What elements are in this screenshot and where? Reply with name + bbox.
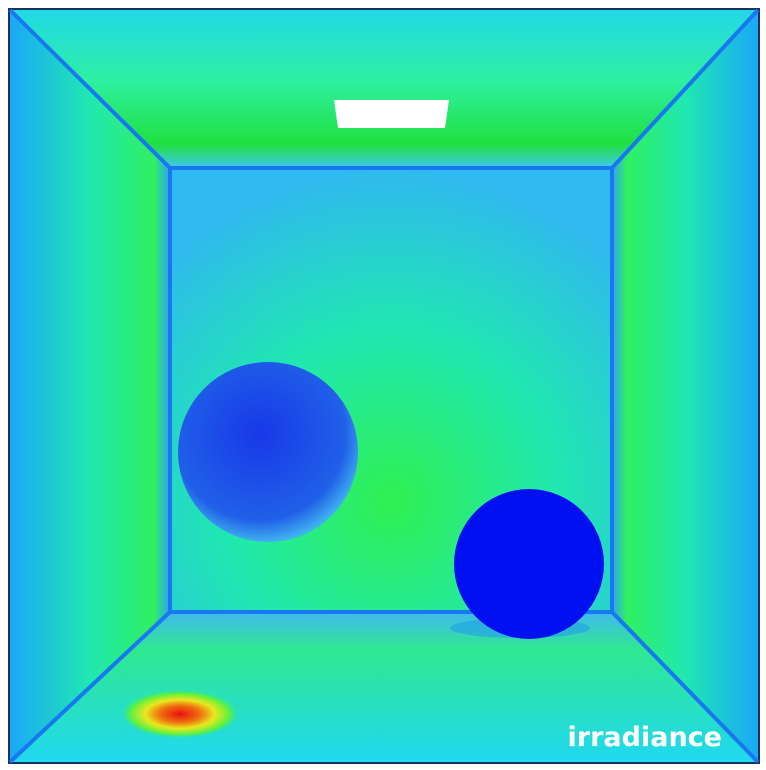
- sphere-right: [454, 489, 604, 639]
- sphere-left: [178, 362, 358, 542]
- irradiance-render: irradiance: [0, 0, 766, 770]
- caption: irradiance: [568, 722, 722, 753]
- light-source: [334, 100, 449, 128]
- caustic-hotspot: [122, 690, 238, 738]
